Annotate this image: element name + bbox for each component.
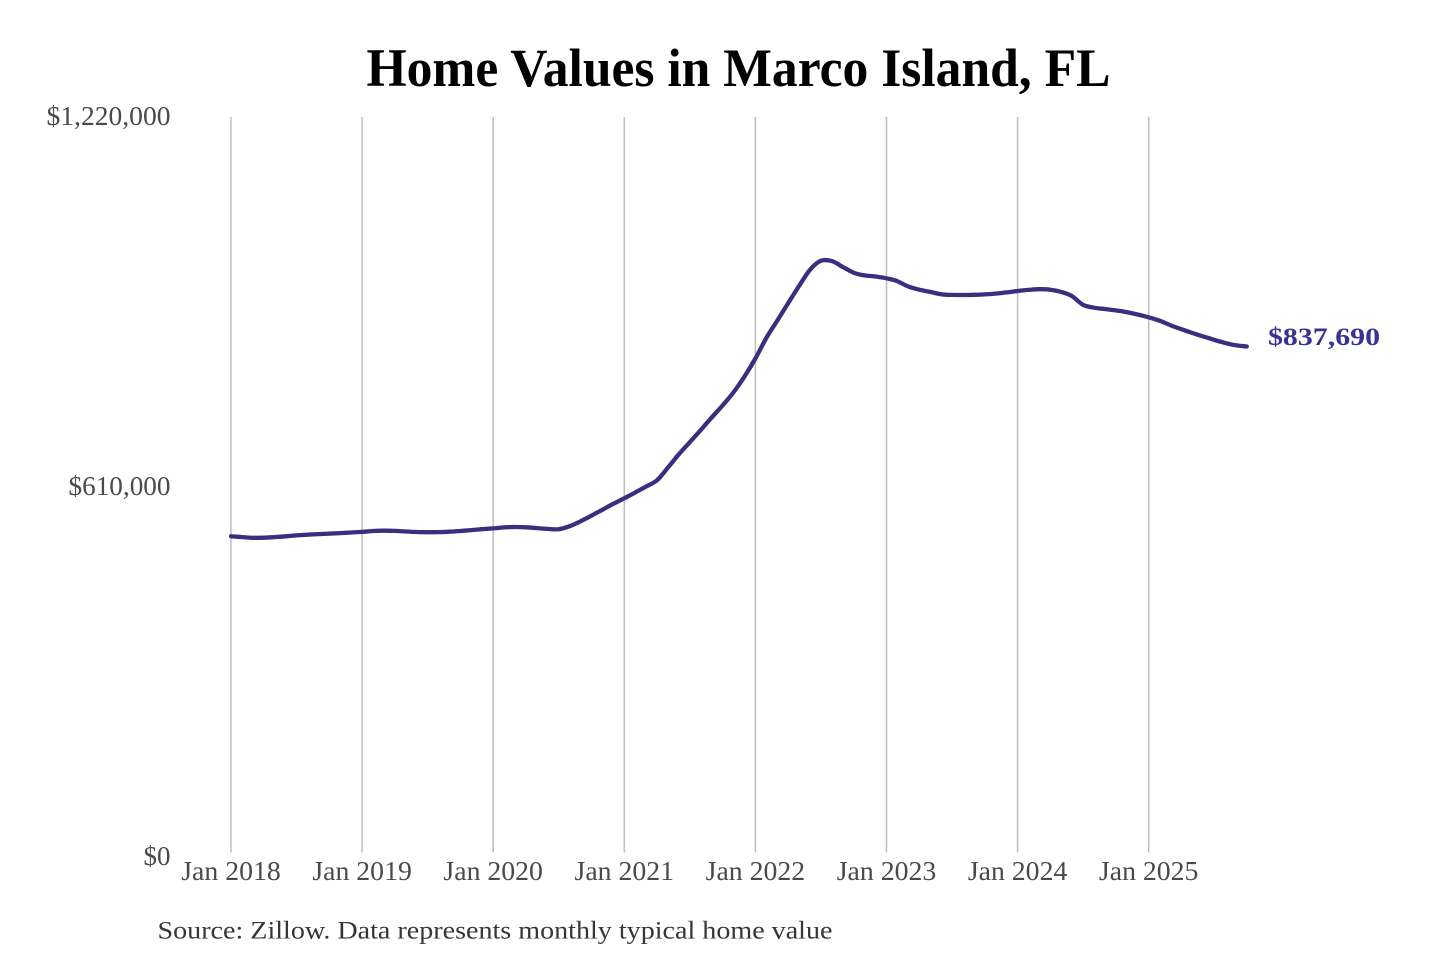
svg-text:$1,220,000: $1,220,000 [47,101,171,131]
svg-text:Jan 2018: Jan 2018 [181,856,281,886]
svg-text:$0: $0 [144,841,171,871]
svg-text:Jan 2022: Jan 2022 [706,856,806,886]
svg-text:Home Values in Marco Island, F: Home Values in Marco Island, FL [367,38,1111,98]
svg-text:Jan 2024: Jan 2024 [968,856,1068,886]
svg-text:Source: Zillow. Data represent: Source: Zillow. Data represents monthly … [158,918,833,945]
svg-text:Jan 2023: Jan 2023 [837,856,937,886]
svg-text:Jan 2021: Jan 2021 [575,856,675,886]
svg-text:Jan 2025: Jan 2025 [1099,856,1199,886]
svg-text:Jan 2019: Jan 2019 [312,856,412,886]
svg-text:Jan 2020: Jan 2020 [443,856,543,886]
svg-text:$610,000: $610,000 [69,471,171,501]
svg-text:$837,690: $837,690 [1268,324,1380,351]
